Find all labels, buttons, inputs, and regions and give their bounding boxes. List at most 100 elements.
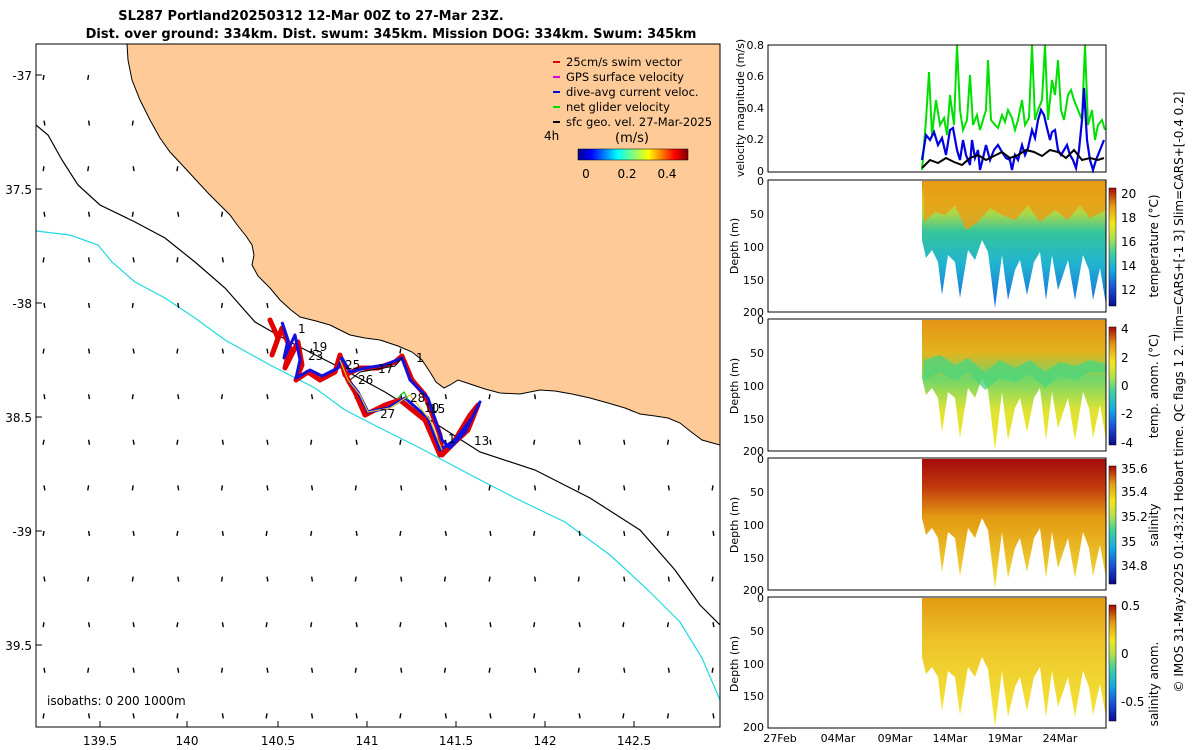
- salinity-depth-ylabel: Depth (m): [728, 497, 741, 553]
- velocity-arrow: [221, 348, 224, 354]
- velocity-arrow: [400, 485, 403, 491]
- velocity-arrow: [533, 713, 536, 719]
- temp-anomaly-plot-frame: [767, 318, 1107, 452]
- velocity-arrow: [577, 485, 580, 491]
- temperature-colorbar-tick: 20: [1121, 187, 1136, 201]
- velocity-arrow: [399, 622, 402, 628]
- velocity-arrow: [533, 576, 537, 582]
- velocity-tick-label: 0.4: [747, 102, 765, 115]
- velocity-arrow: [266, 576, 269, 582]
- temperature-depth-ylabel: Depth (m): [728, 218, 741, 274]
- velocity-arrow: [711, 667, 714, 673]
- velocity-arrow: [266, 667, 269, 673]
- velocity-arrow: [87, 257, 91, 263]
- date-tick-label: 24Mar: [1043, 732, 1078, 745]
- depth-tick-label: 0: [757, 453, 764, 466]
- velocity-arrow: [488, 394, 491, 400]
- temp-anomaly-colorbar-tick: 4: [1121, 322, 1129, 336]
- velocity-arrow: [176, 713, 179, 719]
- salinity-anomaly-colorbar-label: salinity anom.: [1147, 642, 1161, 727]
- velocity-arrow: [266, 394, 269, 400]
- salinity-anomaly-plot-frame: [767, 596, 1107, 729]
- velocity-arrow: [711, 576, 714, 582]
- velocity-arrow: [42, 439, 45, 445]
- velocity-arrow: [266, 439, 269, 445]
- salinity-section: [922, 459, 1106, 588]
- dive-number: 17: [378, 362, 393, 376]
- velocity-arrow: [87, 576, 90, 582]
- velocity-arrow: [132, 257, 135, 263]
- colorbar-tick: 0.2: [617, 167, 636, 181]
- depth-tick-label: 50: [750, 208, 764, 221]
- velocity-arrow: [87, 74, 90, 81]
- velocity-arrow: [177, 576, 180, 582]
- velocity-arrow: [87, 302, 91, 309]
- velocity-arrow: [43, 485, 46, 491]
- map-lat-tickmarks: [36, 74, 42, 646]
- velocity-arrow: [220, 485, 224, 491]
- velocity-arrow: [43, 120, 46, 126]
- velocity-arrow: [220, 302, 224, 309]
- velocity-arrow: [266, 348, 269, 354]
- depth-tick-label: 0: [757, 175, 764, 188]
- velocity-arrow: [132, 622, 135, 628]
- velocity-arrow: [42, 74, 45, 81]
- track-blue-current: [280, 321, 482, 452]
- glider-track: [267, 317, 482, 458]
- map-frame: [35, 43, 721, 728]
- velocity-arrow: [131, 576, 134, 582]
- velocity-arrow: [667, 485, 670, 491]
- lon-tick-label: 140: [176, 734, 199, 748]
- salinity-depth-ticks: 0 50 100 150 200: [743, 453, 764, 597]
- velocity-arrow: [400, 576, 403, 582]
- velocity-arrow: [310, 439, 313, 445]
- depth-tick-label: 200: [743, 445, 764, 458]
- dive-number: 26: [358, 373, 373, 387]
- velocity-arrow: [667, 667, 670, 673]
- velocity-arrow: [622, 622, 625, 628]
- velocity-arrow: [578, 713, 581, 719]
- velocity-arrow: [355, 439, 358, 445]
- track-black-geo: [349, 357, 403, 381]
- dive-number-labels: 1 19 23 25 17 1 26 28 27 10 15 1 13: [298, 322, 489, 448]
- velocity-arrow: [712, 530, 715, 537]
- date-tick-label: 09Mar: [878, 732, 913, 745]
- coast-line: [126, 44, 720, 446]
- track-red-swim-vectors: [267, 317, 481, 458]
- velocity-arrow: [666, 622, 670, 628]
- temperature-colorbar-tick: 16: [1121, 235, 1136, 249]
- salinity-colorbar-tick: 35.6: [1121, 462, 1148, 476]
- velocity-arrow: [87, 485, 90, 491]
- salinity-colorbar-tick: 35.2: [1121, 510, 1148, 524]
- velocity-ylabel: velocity magnitude (m/s): [734, 39, 747, 177]
- salinity-anomaly-panel: 0.5 0 -0.5 salinity anom. 0 50 100 150 2…: [728, 592, 1161, 734]
- dive-number: 28: [410, 391, 425, 405]
- velocity-arrow: [131, 120, 134, 126]
- series-dive-avg-current: [920, 87, 1106, 174]
- velocity-arrow: [623, 530, 626, 537]
- velocity-arrow: [712, 622, 715, 628]
- velocity-arrow: [533, 530, 536, 537]
- lat-tick-label: 38.5: [5, 411, 32, 425]
- lon-tick-label: 142: [534, 734, 557, 748]
- dive-number: 15: [430, 402, 445, 416]
- velocity-arrow: [220, 667, 224, 673]
- temp-anomaly-section: [922, 320, 1106, 450]
- temp-anomaly-colorbar-label: temp. anom. (°C): [1147, 334, 1161, 438]
- date-tick-label: 14Mar: [933, 732, 968, 745]
- colorbar-tick: 0.4: [657, 167, 676, 181]
- velocity-arrow: [666, 530, 670, 537]
- velocity-arrow: [43, 667, 46, 673]
- velocity-arrow: [176, 257, 179, 263]
- velocity-arrow: [578, 530, 581, 537]
- dive-number: 23: [308, 349, 323, 363]
- depth-tick-label: 100: [743, 241, 764, 254]
- velocity-arrow: [443, 576, 447, 582]
- velocity-arrow: [42, 622, 45, 628]
- velocity-arrow: [42, 530, 45, 537]
- salinity-panel: 35.6 35.4 35.2 35 34.8 salinity 0 50 100…: [728, 453, 1161, 597]
- salinity-anomaly-colorbar-tick: -0.5: [1121, 695, 1144, 709]
- velocity-arrow: [444, 394, 447, 400]
- depth-tick-label: 0: [757, 314, 764, 327]
